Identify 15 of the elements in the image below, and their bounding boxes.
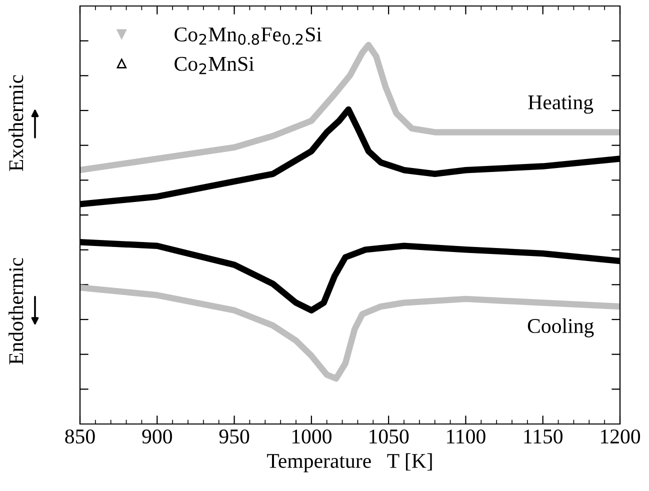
x-tick-label: 1100 xyxy=(447,429,486,444)
legend-label: Co$_{2}$MnSi xyxy=(174,56,254,74)
annotation: Cooling xyxy=(528,318,594,338)
x-tick-label: 1050 xyxy=(370,429,409,444)
x-tick-label: 1000 xyxy=(292,429,332,444)
x-tick-label: 950 xyxy=(219,429,250,444)
legend-label: Co$_{2}$Mn$_{0.8}$Fe$_{0.2}$Si xyxy=(174,27,322,45)
x-tick-label: 1200 xyxy=(601,429,640,444)
text: Endothermic xyxy=(8,258,24,364)
x-tick-label: 850 xyxy=(65,429,95,444)
annotation: Heating xyxy=(528,95,594,114)
x-axis-title: Temperature T [K] xyxy=(267,453,432,472)
text: Exothermic xyxy=(8,75,24,172)
x-tick-label: 1150 xyxy=(524,429,563,444)
x-tick-label: 900 xyxy=(142,429,172,444)
